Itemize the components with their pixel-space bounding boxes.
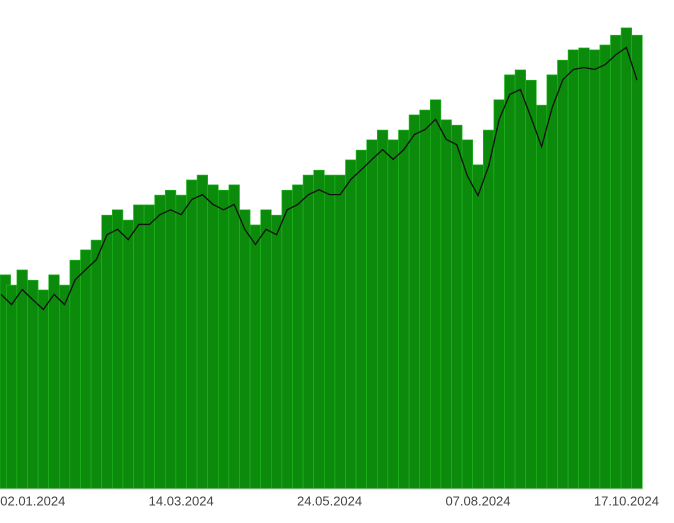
bar: [323, 174, 336, 490]
bar: [27, 279, 39, 490]
bar: [588, 49, 601, 490]
bar: [249, 224, 262, 490]
bar: [451, 124, 463, 490]
bar: [101, 214, 113, 490]
bar: [387, 139, 399, 490]
bar: [196, 174, 209, 490]
bar: [90, 239, 102, 490]
bar: [186, 179, 198, 490]
bar: [58, 284, 71, 490]
bar: [567, 49, 579, 490]
bar: [313, 169, 325, 490]
bar: [37, 289, 49, 490]
bar: [122, 219, 134, 490]
bar: [429, 99, 442, 490]
bar: [557, 59, 569, 490]
bar: [175, 194, 187, 490]
bar: [69, 259, 81, 490]
x-tick-label: 24.05.2024: [297, 493, 362, 508]
bar: [620, 27, 632, 490]
bar: [218, 189, 230, 490]
x-tick-label: 07.08.2024: [445, 493, 510, 508]
bar: [461, 139, 474, 490]
bar: [525, 79, 537, 490]
bar: [6, 284, 18, 490]
bar: [504, 74, 516, 490]
bar: [292, 184, 304, 490]
bar: [578, 47, 590, 490]
bar: [143, 204, 156, 490]
bar: [472, 164, 484, 490]
bar: [80, 249, 92, 490]
bar: [366, 139, 378, 490]
x-tick-label: 02.01.2024: [0, 493, 65, 508]
bar: [48, 274, 60, 490]
bar: [355, 149, 368, 490]
bar: [16, 269, 28, 490]
bar: [599, 44, 611, 490]
line: [0, 46, 638, 311]
bar: [302, 174, 315, 490]
x-tick-label: 17.10.2024: [594, 493, 659, 508]
bar: [398, 129, 410, 490]
bar: [270, 214, 283, 490]
bar: [281, 189, 293, 490]
bar: [535, 104, 548, 490]
bar: [610, 34, 622, 490]
bar: [440, 119, 452, 490]
bar: [408, 114, 421, 490]
bar: [493, 99, 505, 490]
bar: [419, 109, 431, 490]
bar: [154, 194, 166, 490]
bar: [239, 209, 251, 490]
bar: [133, 204, 145, 490]
bar: [546, 74, 558, 490]
bar: [514, 69, 526, 490]
bar: [112, 209, 124, 490]
bar: [334, 174, 346, 490]
bar: [482, 129, 495, 490]
bar: [207, 184, 219, 490]
bar: [345, 159, 357, 490]
bar: [376, 129, 389, 490]
bar: [631, 34, 643, 490]
bar: [228, 184, 240, 490]
x-tick-label: 14.03.2024: [149, 493, 214, 508]
bar: [260, 209, 272, 490]
bar: [165, 189, 177, 490]
